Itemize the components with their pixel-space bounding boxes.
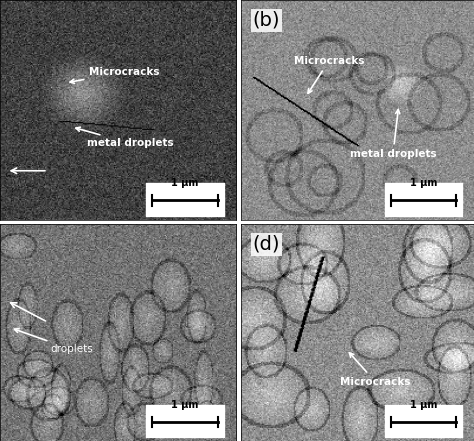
Text: droplets: droplets (14, 329, 93, 354)
Text: 1 μm: 1 μm (410, 178, 437, 188)
Text: metal droplets: metal droplets (76, 127, 174, 148)
Text: (b): (b) (253, 11, 280, 30)
Text: 1 μm: 1 μm (171, 178, 199, 188)
Text: 1 μm: 1 μm (171, 400, 199, 410)
Text: Microcracks: Microcracks (340, 353, 410, 387)
Text: metal droplets: metal droplets (350, 109, 436, 159)
Text: 1 μm: 1 μm (410, 400, 437, 410)
Text: Microcracks: Microcracks (293, 56, 364, 93)
Text: Microcracks: Microcracks (70, 67, 160, 83)
Text: (d): (d) (253, 235, 280, 254)
